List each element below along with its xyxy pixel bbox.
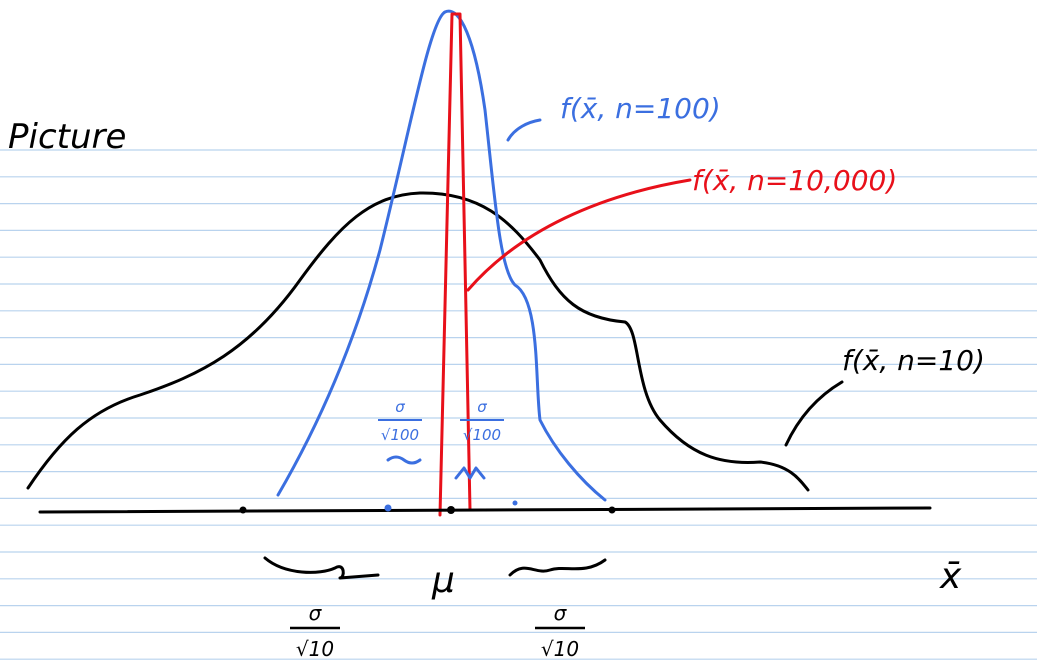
brace (454, 466, 486, 480)
curve-n10000 (438, 12, 472, 517)
numerator: σ (477, 398, 487, 416)
label-n100: f(x̄, n=100) (560, 92, 721, 125)
pointer (784, 380, 844, 447)
axis-ticks (239, 500, 616, 514)
brace (386, 455, 422, 465)
fraction: σ √100 (460, 398, 504, 444)
brace (263, 556, 380, 580)
tick (239, 506, 247, 514)
numerator: σ (395, 398, 405, 416)
pointer (466, 178, 692, 292)
brace (508, 558, 607, 577)
denominator: √100 (463, 426, 501, 444)
tick (447, 506, 455, 514)
numerator: σ (309, 601, 323, 625)
fraction: σ √10 (290, 601, 340, 661)
fraction: σ √100 (378, 398, 422, 444)
x-axis (38, 506, 932, 514)
mu-label: μ (431, 560, 455, 601)
tick (384, 504, 392, 512)
pointer (506, 118, 542, 142)
xbar-label: x̄ (939, 556, 962, 597)
tick (608, 506, 616, 514)
denominator: √10 (541, 637, 579, 661)
curve-n100 (276, 9, 607, 502)
fraction: σ √10 (535, 601, 585, 661)
tick (512, 500, 518, 506)
ruled-lines (0, 149, 1037, 660)
numerator: σ (554, 601, 568, 625)
curve-n10 (26, 191, 810, 492)
denominator: √10 (296, 637, 334, 661)
label-n10000: f(x̄, n=10,000) (692, 164, 897, 197)
note-title: Picture (8, 117, 126, 157)
label-n10: f(x̄, n=10) (842, 344, 985, 377)
denominator: √100 (381, 426, 419, 444)
